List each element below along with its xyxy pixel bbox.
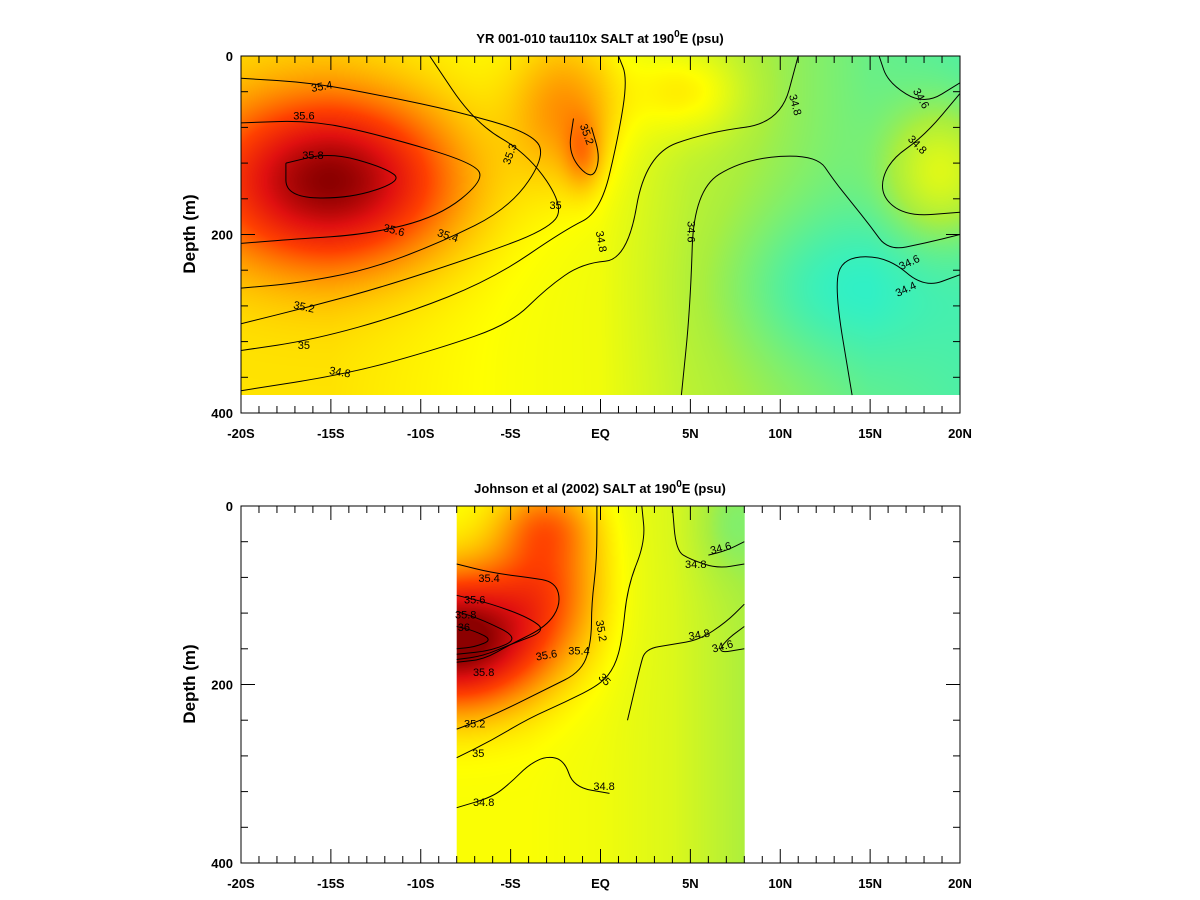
panel-bottom-ylabel: Depth (m)	[180, 644, 199, 723]
contour-line-0	[241, 77, 542, 289]
panel-bottom: Johnson et al (2002) SALT at 1900E (psu)…	[180, 479, 972, 891]
x-tick-label: 15N	[858, 876, 882, 891]
contour-line-7	[627, 603, 745, 721]
panel-top-contours	[241, 56, 960, 396]
panel-bottom-ticks	[240, 505, 961, 864]
contour-label-7: 35	[549, 200, 561, 212]
x-tick-label: EQ	[591, 876, 610, 891]
contour-label-0: 35.4	[310, 79, 333, 95]
panel-bottom-title-end: E (psu)	[682, 481, 726, 496]
x-tick-label: -15S	[317, 876, 345, 891]
contour-label-1: 35.6	[293, 111, 314, 123]
contour-label-5: 35.8	[473, 667, 494, 679]
panel-top-title-end: E (psu)	[680, 31, 724, 46]
contour-label-17: 34.8	[328, 365, 351, 381]
contour-label-10: 34.8	[786, 93, 803, 117]
contour-label-9: 35.2	[464, 719, 485, 731]
panel-bottom-contours	[456, 506, 745, 809]
x-tick-label: 5N	[682, 876, 699, 891]
panel-top-y-tick-labels: 0 200 400	[211, 49, 233, 421]
contour-line-8	[881, 93, 960, 216]
contour-label-2: 35.8	[455, 610, 476, 622]
contour-line-5	[241, 56, 799, 392]
contour-line-0	[456, 563, 560, 663]
y-tick-label: 0	[226, 499, 233, 514]
contour-line-9	[836, 256, 960, 396]
y-tick-label: 0	[226, 49, 233, 64]
contour-label-16: 35	[298, 340, 310, 352]
panel-bottom-title: Johnson et al (2002) SALT at 1900E (psu)	[474, 479, 726, 496]
contour-label-4: 35.6	[535, 648, 558, 664]
y-tick-label: 400	[211, 406, 233, 421]
contour-label-0: 35.4	[478, 573, 499, 585]
contour-line-2	[285, 155, 397, 199]
x-tick-label: 15N	[858, 426, 882, 441]
contour-label-11: 34.8	[593, 781, 614, 793]
x-tick-label: EQ	[591, 426, 610, 441]
contour-label-12: 34.8	[473, 797, 494, 809]
x-tick-label: -10S	[407, 876, 435, 891]
contour-line-7	[878, 56, 960, 100]
x-tick-label: -20S	[227, 426, 255, 441]
contour-label-3: 36	[458, 622, 470, 634]
panel-bottom-title-sup: 0	[676, 479, 682, 490]
contour-line-10	[569, 118, 599, 176]
panel-top-title: YR 001-010 tau110x SALT at 1900E (psu)	[476, 29, 723, 46]
x-tick-label: 5N	[682, 426, 699, 441]
y-tick-label: 400	[211, 856, 233, 871]
contour-label-10: 35	[472, 748, 484, 760]
x-tick-label: 20N	[948, 426, 972, 441]
panel-bottom-y-tick-labels: 0 200 400	[211, 499, 233, 871]
contour-label-6: 35.4	[568, 645, 589, 657]
contour-label-7: 35.2	[593, 619, 609, 642]
panel-top-title-main: YR 001-010 tau110x SALT at 190	[476, 31, 674, 46]
contour-label-8: 34.8	[593, 230, 609, 253]
contour-line-2	[456, 610, 513, 655]
panel-bottom-x-tick-labels: -20S -15S -10S -5S EQ 5N 10N 15N 20N	[227, 876, 972, 891]
x-tick-label: -5S	[501, 426, 522, 441]
contour-line-10	[708, 541, 745, 556]
panel-top-ylabel: Depth (m)	[180, 194, 199, 273]
contour-label-3: 35.6	[382, 222, 406, 239]
contour-label-13: 34.8	[685, 559, 706, 571]
contour-label-9: 34.6	[684, 221, 696, 242]
contour-line-3	[241, 56, 560, 325]
contour-label-1: 35.6	[464, 595, 485, 607]
y-tick-label: 200	[211, 228, 233, 243]
contour-line-6	[680, 155, 960, 396]
x-tick-label: 10N	[768, 426, 792, 441]
y-tick-label: 200	[211, 678, 233, 693]
panel-top-ticks	[240, 55, 961, 414]
contour-line-4	[241, 56, 626, 351]
contour-line-5	[456, 506, 645, 759]
contour-line-9	[720, 626, 745, 653]
x-tick-label: -20S	[227, 876, 255, 891]
contour-label-16: 34.6	[711, 638, 735, 655]
contour-line-1	[241, 120, 481, 244]
x-tick-label: -10S	[407, 426, 435, 441]
panel-top-title-sup: 0	[674, 29, 680, 40]
x-tick-label: 10N	[768, 876, 792, 891]
contour-line-1	[456, 594, 542, 660]
panel-top-salinity-field	[241, 56, 960, 395]
contour-line-3	[456, 626, 489, 650]
contour-line-6	[456, 756, 610, 809]
contour-label-14: 34.6	[709, 540, 733, 557]
panel-top-x-tick-labels: -20S -15S -10S -5S EQ 5N 10N 15N 20N	[227, 426, 972, 441]
panel-top: YR 001-010 tau110x SALT at 1900E (psu) 3…	[180, 29, 972, 441]
contour-label-2: 35.8	[302, 150, 323, 162]
contour-label-15: 34.8	[688, 628, 711, 644]
x-tick-label: -15S	[317, 426, 345, 441]
panel-bottom-title-main: Johnson et al (2002) SALT at 190	[474, 481, 676, 496]
panel-bottom-salinity-field	[456, 506, 745, 863]
contour-line-8	[671, 506, 745, 568]
x-tick-label: -5S	[501, 876, 522, 891]
contour-line-4	[456, 506, 598, 730]
x-tick-label: 20N	[948, 876, 972, 891]
contour-label-15: 35.2	[292, 299, 315, 315]
